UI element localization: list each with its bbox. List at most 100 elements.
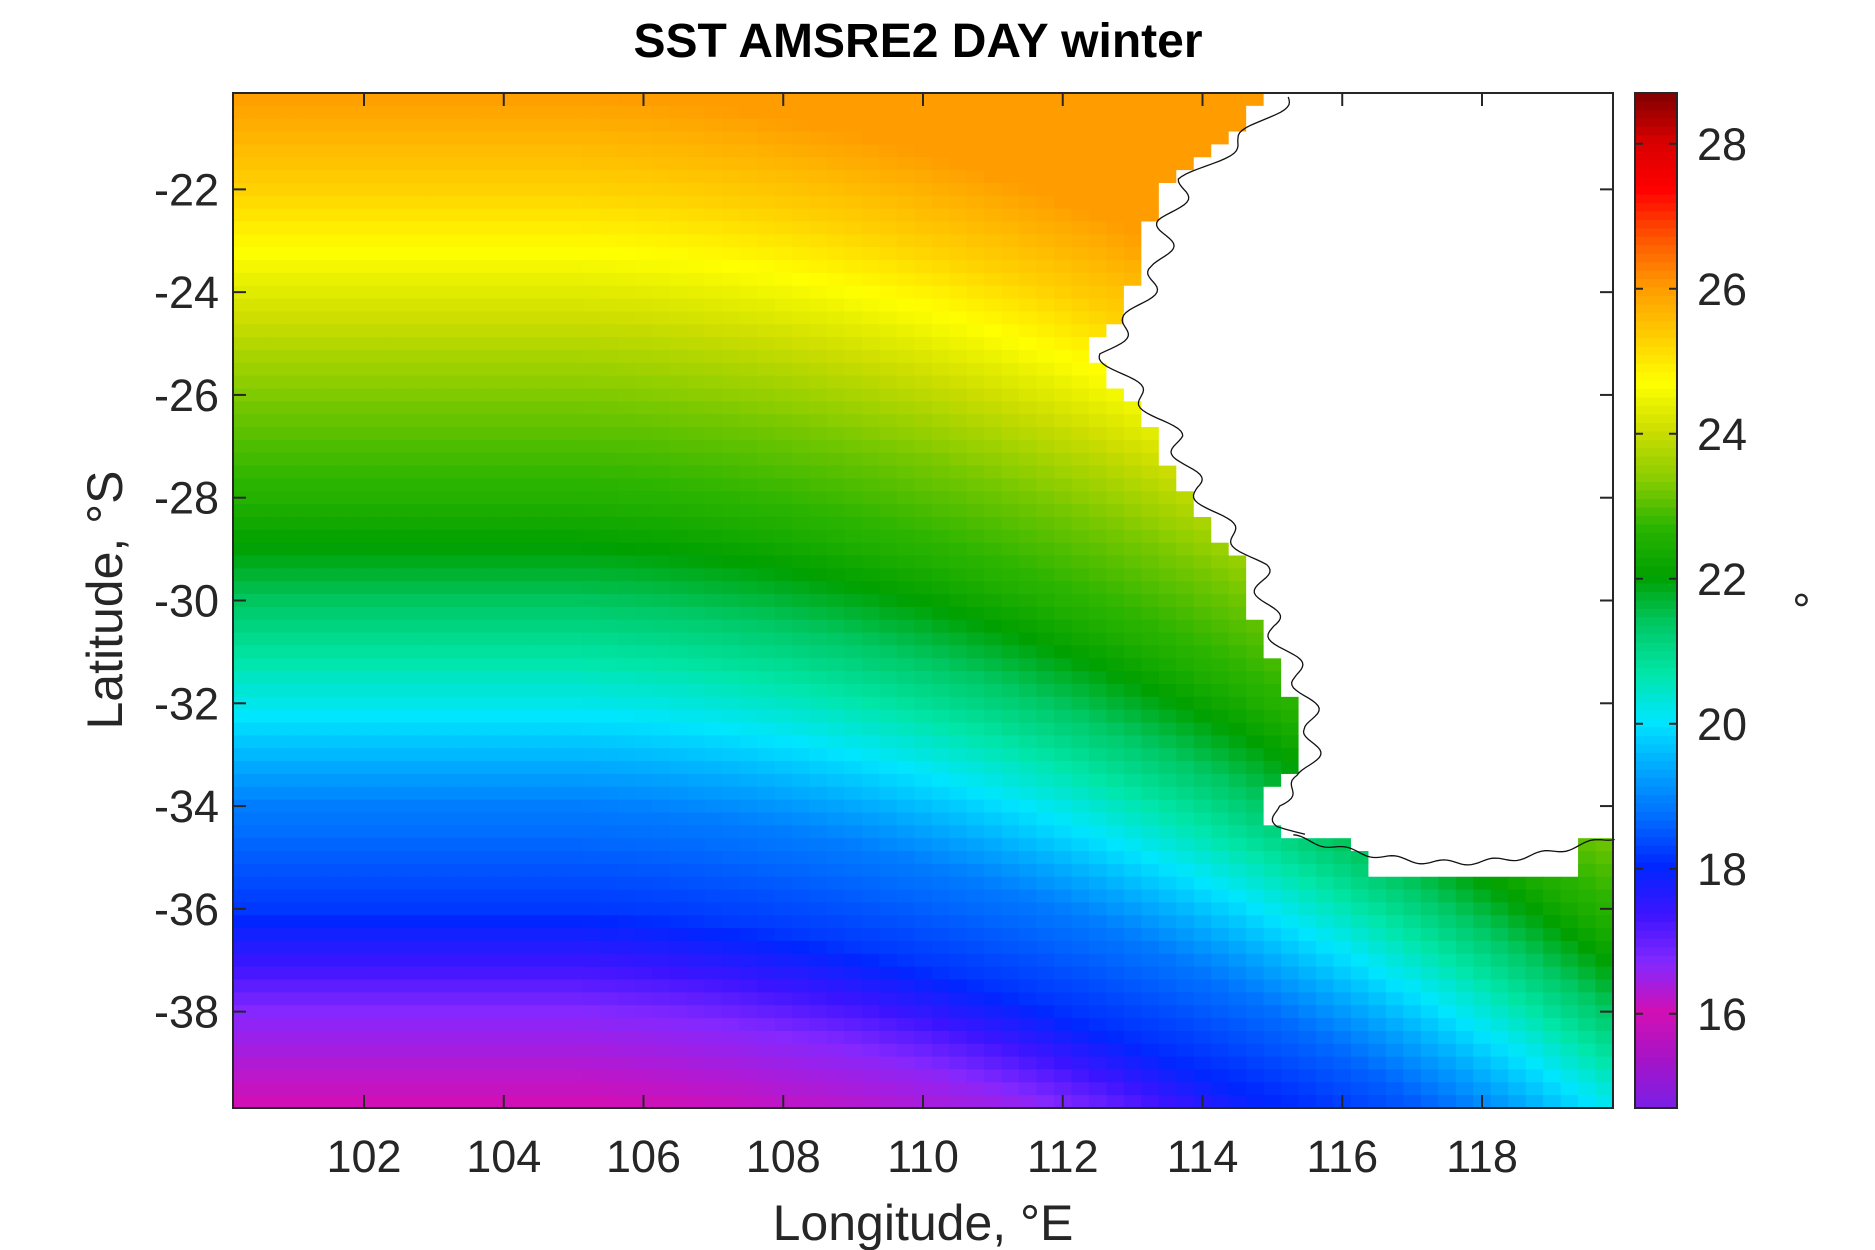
heatmap-cell <box>844 671 863 685</box>
heatmap-cell <box>844 272 863 287</box>
heatmap-cell <box>442 735 461 749</box>
heatmap-cell <box>774 568 793 582</box>
heatmap-cell <box>1263 324 1282 338</box>
heatmap-cell <box>1438 671 1457 685</box>
heatmap-cell <box>564 696 583 711</box>
heatmap-cell <box>1036 375 1055 390</box>
heatmap-cell <box>634 594 653 608</box>
heatmap-cell <box>1595 105 1614 120</box>
heatmap-cell <box>966 594 985 608</box>
heatmap-cell <box>1193 863 1212 878</box>
heatmap-cell <box>739 260 758 274</box>
heatmap-cell <box>1019 260 1038 274</box>
heatmap-cell <box>949 516 968 531</box>
heatmap-cell <box>1490 388 1509 402</box>
heatmap-cell <box>1368 516 1387 531</box>
heatmap-cell <box>1123 337 1142 351</box>
heatmap-cell <box>320 452 339 467</box>
heatmap-cell <box>791 157 811 171</box>
heatmap-cell <box>879 182 898 197</box>
heatmap-cell <box>861 516 880 531</box>
heatmap-cell <box>355 902 374 916</box>
heatmap-cell <box>372 105 391 120</box>
heatmap-cell <box>564 825 583 839</box>
heatmap-cell <box>1088 298 1108 313</box>
heatmap-cell <box>512 298 531 313</box>
heatmap-cell <box>722 195 741 210</box>
heatmap-cell <box>844 799 863 814</box>
heatmap-cell <box>652 838 671 852</box>
heatmap-cell <box>1054 375 1073 390</box>
heatmap-cell <box>1054 285 1073 300</box>
heatmap-cell <box>1490 568 1509 582</box>
heatmap-cell <box>1455 478 1474 492</box>
heatmap-cell <box>1001 362 1020 377</box>
heatmap-cell <box>529 465 549 480</box>
heatmap-cell <box>1281 401 1300 415</box>
heatmap-cell <box>1578 285 1597 300</box>
heatmap-cell <box>617 401 636 415</box>
heatmap-cell <box>1473 851 1492 865</box>
heatmap-cell <box>739 838 758 852</box>
heatmap-cell <box>669 812 688 826</box>
heatmap-cell <box>355 812 374 826</box>
heatmap-cell <box>1578 812 1597 826</box>
heatmap-cell <box>861 529 880 544</box>
heatmap-cell <box>704 606 723 621</box>
heatmap-cell <box>320 555 339 569</box>
heatmap-cell <box>1158 465 1177 480</box>
heatmap-cell <box>1403 722 1422 737</box>
heatmap-cell <box>826 735 845 749</box>
heatmap-cell <box>495 735 514 749</box>
heatmap-cell <box>1281 632 1300 647</box>
heatmap-cell <box>1158 658 1177 672</box>
heatmap-cell <box>1263 388 1282 402</box>
heatmap-cell <box>669 195 688 210</box>
heatmap-cell <box>1158 748 1177 762</box>
heatmap-cell <box>512 632 531 647</box>
heatmap-cell <box>826 594 845 608</box>
heatmap-cell <box>599 260 618 274</box>
heatmap-cell <box>931 671 950 685</box>
heatmap-cell <box>652 658 671 672</box>
heatmap-cell <box>1473 439 1492 454</box>
heatmap-cell <box>302 542 321 557</box>
heatmap-cell <box>529 889 549 904</box>
heatmap-cell <box>582 247 601 261</box>
heatmap-cell <box>669 234 688 248</box>
heatmap-cell <box>1420 838 1439 852</box>
heatmap-cell <box>1385 234 1404 248</box>
heatmap-cell <box>285 208 304 223</box>
heatmap-cell <box>1420 542 1439 557</box>
heatmap-cell <box>861 671 880 685</box>
heatmap-cell <box>337 825 356 839</box>
heatmap-cell <box>1316 298 1335 313</box>
heatmap-cell <box>512 388 531 402</box>
heatmap-cell <box>809 118 828 133</box>
heatmap-cell <box>617 632 636 647</box>
heatmap-cell <box>774 581 793 595</box>
heatmap-cell <box>547 337 566 351</box>
heatmap-cell <box>1071 118 1090 133</box>
heatmap-cell <box>267 247 287 261</box>
heatmap-cell <box>1578 632 1597 647</box>
heatmap-cell <box>1001 439 1020 454</box>
heatmap-cell <box>1316 889 1335 904</box>
heatmap-cell <box>1071 272 1090 287</box>
heatmap-cell <box>529 260 549 274</box>
heatmap-cell <box>1316 581 1335 595</box>
heatmap-cell <box>1438 478 1457 492</box>
heatmap-cell <box>1595 324 1614 338</box>
heatmap-cell <box>512 863 531 878</box>
heatmap-cell <box>477 131 496 145</box>
heatmap-cell <box>233 619 252 634</box>
heatmap-cell <box>512 851 531 865</box>
heatmap-cell <box>844 478 863 492</box>
heatmap-cell <box>914 619 933 634</box>
heatmap-cell <box>1350 465 1370 480</box>
heatmap-cell <box>407 195 426 210</box>
heatmap-cell <box>1385 465 1404 480</box>
heatmap-cell <box>1071 606 1090 621</box>
heatmap-cell <box>757 542 776 557</box>
heatmap-cell <box>652 465 671 480</box>
